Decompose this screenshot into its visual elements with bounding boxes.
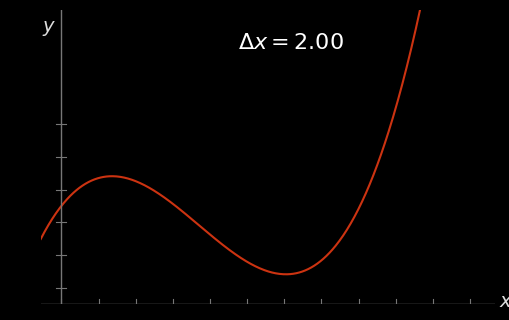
Text: $\Delta x = 2.00$: $\Delta x = 2.00$ [237,33,343,53]
Text: $y$: $y$ [42,20,56,38]
Text: $x$: $x$ [498,293,509,311]
